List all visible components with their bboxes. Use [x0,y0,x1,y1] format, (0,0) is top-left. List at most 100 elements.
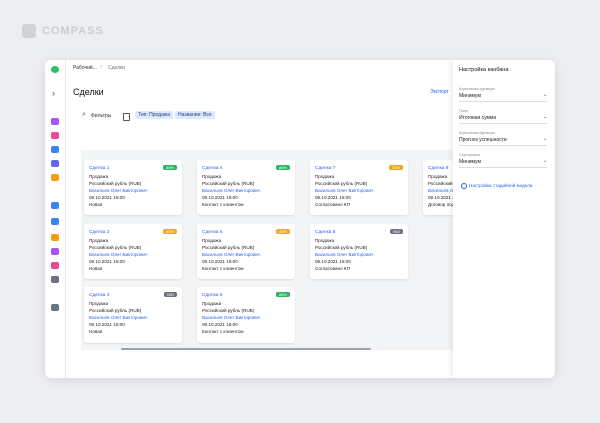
deal-date: 09.10.2021 16:00 [89,259,125,264]
nav-icon[interactable] [51,262,59,269]
dropdown-arrow[interactable]: ⌄ [543,158,548,164]
deal-stage: Контакт с клиентом [202,266,244,271]
deal-card[interactable]: Сделка 7 33% Продажа Российский рубль (RUB)… [310,160,408,215]
page-title: Сделки [73,87,104,97]
deal-stage: Договор подписан [428,202,453,207]
nav-icon[interactable] [51,160,59,167]
settings-link[interactable]: Настройка стадийной модели [469,183,533,188]
deal-stage: Контакт с клиентом [202,202,244,207]
deal-card[interactable]: Сделка 1 86% Продажа Российский рубль (RUB)… [84,160,182,215]
field-underline [459,145,547,146]
field-underline [459,101,547,102]
deal-currency: Российский рубль (RUB) [315,181,368,186]
deal-badge: 33% [162,229,177,234]
deal-name[interactable]: Сделка 2 [89,230,110,235]
deal-type: Продажа [89,174,109,179]
field-value[interactable]: Прогноз успешности [459,137,507,143]
app-logo [51,66,59,73]
breadcrumb-sep: › [100,64,102,70]
deal-currency: Российский рубль (RUB) [202,245,255,250]
nav-icon[interactable] [51,218,59,225]
kanban-board: НоваяМинимум:0Сделка 186%ПродажаРоссийск… [81,150,453,350]
deal-card[interactable]: Сделка 2 33% Продажа Российский рубль (RUB)… [84,224,182,279]
scrollbar[interactable] [121,348,371,350]
deal-card[interactable]: Сделка 3 N/D Продажа Российский рубль (RUB)… [84,287,182,343]
deal-badge: 86% [275,292,290,297]
deal-badge: 33% [388,165,403,170]
deal-stage: Согласовано КП [315,202,350,207]
field-value[interactable]: Минимум [459,159,481,165]
field-label: Поле [459,109,469,113]
panel-title: Настройка канбана [459,67,509,73]
deal-name[interactable]: Сделка 8 [315,230,336,235]
deal-currency: Российский рубль (RUB) [202,308,255,313]
deal-owner[interactable]: Васильев Олег Викторович [89,315,148,320]
deal-name[interactable]: Сделка 4 [202,166,223,171]
deal-date: 09.10.2021 16:00 [89,195,125,200]
deal-date: 09.10.2021 16:00 [202,259,238,264]
nav-icon[interactable] [51,146,59,153]
deal-type: Продажа [315,238,335,243]
logo-icon [22,24,36,38]
deal-name[interactable]: Сделка 7 [315,166,336,171]
nav-icon[interactable] [51,174,59,181]
deal-card[interactable]: Сделка 4 86% Продажа Российский рубль (RUB)… [197,160,295,215]
dropdown-arrow[interactable]: ⌄ [543,136,548,142]
export-button[interactable]: Экспорт [430,89,449,95]
filter-button[interactable]: Фильтры [91,113,112,119]
deal-name[interactable]: Сделка 5 [202,230,223,235]
filter-chip[interactable]: Название: Все [175,111,215,119]
nav-icon[interactable] [51,202,59,209]
nav-icon[interactable] [51,276,59,283]
deal-date: 09.10.2021 16:00 [202,322,238,327]
deal-stage: Новая [89,266,103,271]
deal-currency: Российский рубль (RUB) [428,181,453,186]
deal-owner[interactable]: Васильев Олег Викторович [428,188,453,193]
deal-name[interactable]: Сделка 9 [428,166,449,171]
search-icon: ⌕ [82,111,86,118]
deal-type: Продажа [428,174,448,179]
deal-card[interactable]: Сделка 5 33% Продажа Российский рубль (RUB)… [197,224,295,279]
deal-owner[interactable]: Васильев Олег Викторович [202,252,261,257]
deal-type: Продажа [202,301,222,306]
deal-name[interactable]: Сделка 3 [89,293,110,298]
deal-owner[interactable]: Васильев Олег Викторович [315,188,374,193]
deal-badge: 86% [275,165,290,170]
field-label: Агрегатная функция [459,87,495,91]
nav-icon[interactable] [51,118,59,125]
deal-owner[interactable]: Васильев Олег Викторович [202,188,261,193]
deal-badge: 33% [275,229,290,234]
deal-type: Продажа [89,301,109,306]
field-label: Агрегатная функция [459,131,495,135]
deal-owner[interactable]: Васильев Олег Викторович [89,252,148,257]
deal-stage: Новая [89,202,103,207]
trash-icon[interactable] [123,113,130,121]
expand-icon[interactable]: › [52,88,55,98]
deal-date: 09.10.2021 16:00 [202,195,238,200]
nav-icon[interactable] [51,248,59,255]
deal-name[interactable]: Сделка 1 [89,166,110,171]
deal-name[interactable]: Сделка 6 [202,293,223,298]
deal-stage: Новая [89,329,103,334]
deal-owner[interactable]: Васильев Олег Викторович [89,188,148,193]
breadcrumb[interactable]: Рабочий... [73,65,97,71]
field-value[interactable]: Минимум [459,93,481,99]
dropdown-arrow[interactable]: ⌄ [543,114,548,120]
field-value[interactable]: Итоговая сумма [459,115,497,121]
deal-currency: Российский рубль (RUB) [89,245,142,250]
deal-card[interactable]: Сделка 8 N/D Продажа Российский рубль (RUB)… [310,224,408,279]
deal-owner[interactable]: Васильев Олег Викторович [202,315,261,320]
deal-card[interactable]: Сделка 6 86% Продажа Российский рубль (RUB)… [197,287,295,343]
nav-icon[interactable] [51,132,59,139]
deal-type: Продажа [202,174,222,179]
deal-type: Продажа [89,238,109,243]
deal-owner[interactable]: Васильев Олег Викторович [315,252,374,257]
deal-badge: N/D [390,229,403,234]
nav-icon[interactable] [51,234,59,241]
nav-icon[interactable] [51,304,59,311]
filter-chip[interactable]: Тип: Продажа [135,111,173,119]
dropdown-arrow[interactable]: ⌄ [543,92,548,98]
settings-panel: Настройка канбана Агрегатная функция Мини… [453,60,555,378]
